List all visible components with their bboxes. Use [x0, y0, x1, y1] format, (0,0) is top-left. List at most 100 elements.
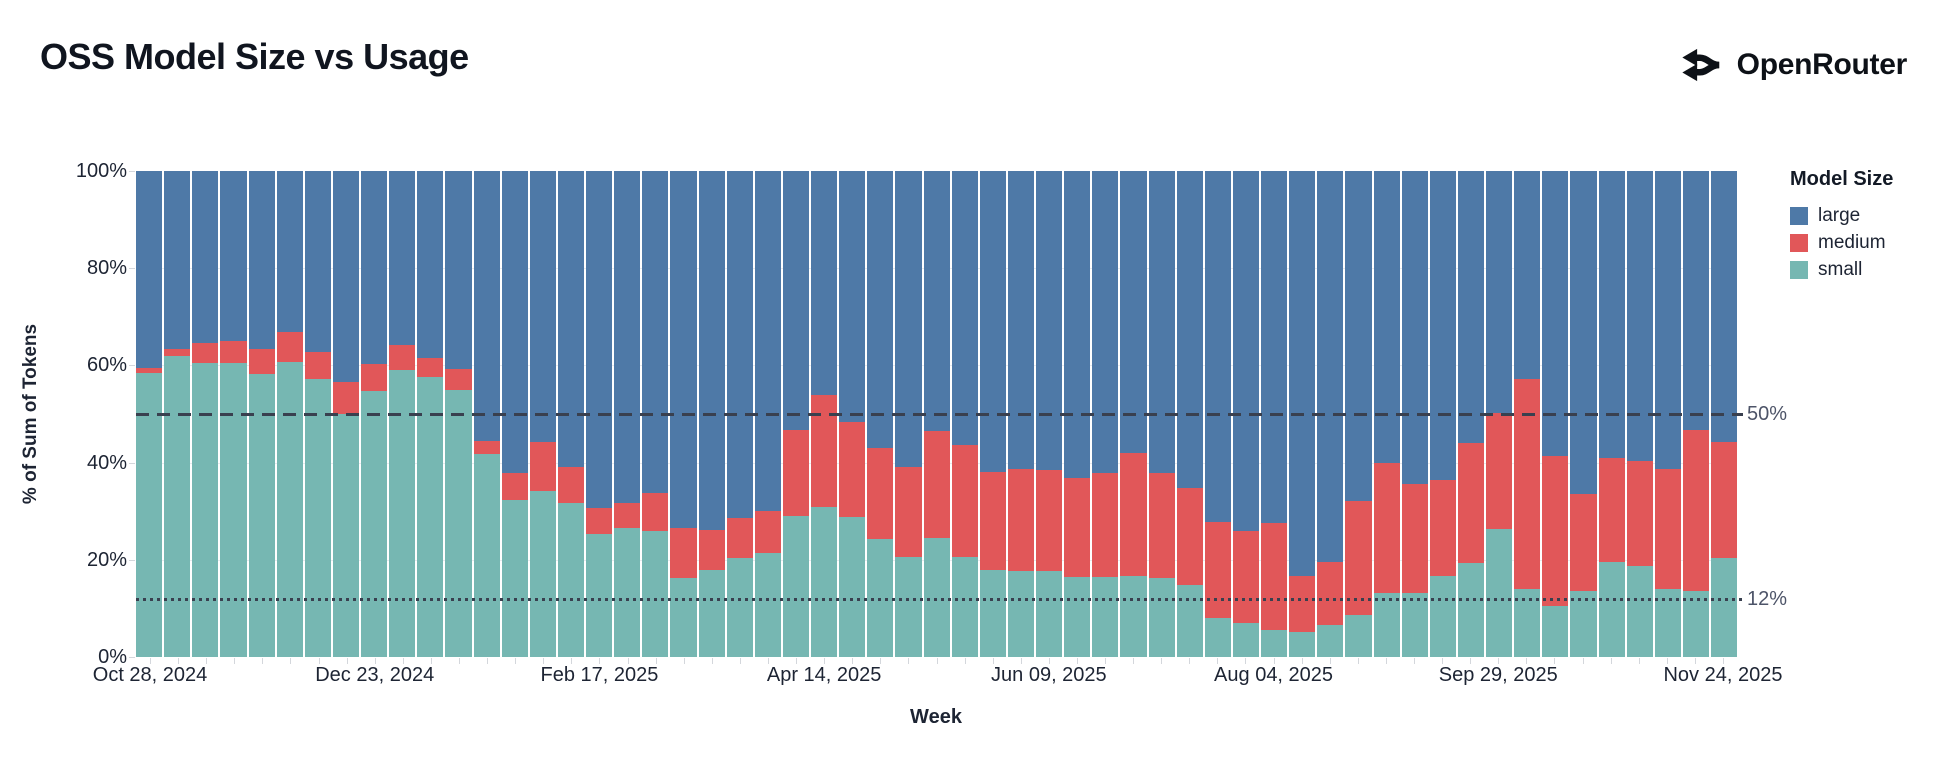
bar[interactable] — [1036, 171, 1063, 657]
bar-segment-small[interactable] — [1598, 561, 1625, 657]
bar-segment-medium[interactable] — [332, 381, 359, 415]
bar[interactable] — [951, 171, 978, 657]
bar[interactable] — [1120, 171, 1147, 657]
bar-segment-large[interactable] — [614, 171, 641, 504]
bar[interactable] — [1148, 171, 1175, 657]
bar-segment-medium[interactable] — [867, 447, 894, 540]
bar-segment-medium[interactable] — [782, 429, 809, 517]
bar-segment-medium[interactable] — [670, 528, 697, 578]
bar-segment-small[interactable] — [417, 376, 444, 657]
bar-segment-medium[interactable] — [726, 518, 753, 558]
bar[interactable] — [1514, 171, 1541, 657]
bar-segment-small[interactable] — [670, 577, 697, 657]
bar-segment-large[interactable] — [726, 171, 753, 519]
bar-segment-large[interactable] — [1064, 171, 1091, 479]
bar[interactable] — [136, 171, 163, 657]
bar-segment-medium[interactable] — [1542, 455, 1569, 607]
bar-segment-small[interactable] — [1261, 629, 1288, 657]
bar[interactable] — [1204, 171, 1231, 657]
bar-segment-small[interactable] — [698, 569, 725, 657]
bar-segment-small[interactable] — [1711, 558, 1738, 657]
bar-segment-medium[interactable] — [754, 510, 781, 554]
bar-segment-medium[interactable] — [192, 342, 219, 363]
bar-segment-medium[interactable] — [614, 503, 641, 529]
bar-segment-large[interactable] — [698, 171, 725, 531]
bar-segment-small[interactable] — [1204, 618, 1231, 657]
bar-segment-small[interactable] — [192, 362, 219, 657]
bar-segment-medium[interactable] — [1317, 561, 1344, 625]
bar-segment-large[interactable] — [895, 171, 922, 468]
bar-segment-large[interactable] — [1204, 171, 1231, 522]
bar-segment-small[interactable] — [1345, 615, 1372, 657]
bar-segment-large[interactable] — [501, 171, 528, 474]
bar[interactable] — [417, 171, 444, 657]
bar-segment-medium[interactable] — [248, 349, 275, 375]
bar-segment-large[interactable] — [1373, 171, 1400, 463]
bar-segment-large[interactable] — [754, 171, 781, 511]
bar-segment-medium[interactable] — [1401, 484, 1428, 593]
bar-segment-medium[interactable] — [1176, 488, 1203, 586]
bar-segment-large[interactable] — [1176, 171, 1203, 489]
bar[interactable] — [389, 171, 416, 657]
bar-segment-medium[interactable] — [220, 341, 247, 363]
bar-segment-large[interactable] — [923, 171, 950, 431]
bar-segment-small[interactable] — [1401, 592, 1428, 657]
bar-segment-medium[interactable] — [1232, 530, 1259, 623]
bar-segment-large[interactable] — [782, 171, 809, 430]
bar-segment-large[interactable] — [1261, 171, 1288, 523]
bar-segment-small[interactable] — [1373, 593, 1400, 657]
bar[interactable] — [586, 171, 613, 657]
bar[interactable] — [1654, 171, 1681, 657]
bar-segment-small[interactable] — [1007, 571, 1034, 657]
bar-segment-small[interactable] — [1570, 591, 1597, 657]
bar-segment-small[interactable] — [445, 390, 472, 657]
bar-segment-medium[interactable] — [557, 467, 584, 504]
bar-segment-small[interactable] — [1626, 565, 1653, 657]
bar-segment-medium[interactable] — [501, 473, 528, 500]
bar-segment-large[interactable] — [1542, 171, 1569, 456]
bar[interactable] — [1092, 171, 1119, 657]
bar-segment-small[interactable] — [1486, 529, 1513, 657]
bar[interactable] — [642, 171, 669, 657]
bar-segment-medium[interactable] — [923, 430, 950, 539]
bar-segment-medium[interactable] — [1092, 472, 1119, 577]
bar-segment-medium[interactable] — [1429, 480, 1456, 576]
bar[interactable] — [361, 171, 388, 657]
bar-segment-large[interactable] — [529, 171, 556, 442]
bar[interactable] — [445, 171, 472, 657]
bar-segment-large[interactable] — [1654, 171, 1681, 470]
bar-segment-large[interactable] — [1007, 171, 1034, 470]
bar-segment-small[interactable] — [1232, 622, 1259, 657]
bar[interactable] — [473, 171, 500, 657]
bar-segment-large[interactable] — [586, 171, 613, 509]
bar-segment-large[interactable] — [332, 171, 359, 382]
bar-segment-medium[interactable] — [529, 441, 556, 491]
bar-segment-large[interactable] — [951, 171, 978, 446]
bar-segment-large[interactable] — [1486, 171, 1513, 413]
bar-segment-medium[interactable] — [698, 530, 725, 570]
bar-segment-small[interactable] — [839, 516, 866, 657]
bar-segment-small[interactable] — [979, 569, 1006, 657]
bar-segment-medium[interactable] — [1289, 575, 1316, 632]
bar-segment-medium[interactable] — [136, 367, 163, 373]
bar[interactable] — [1570, 171, 1597, 657]
bar-segment-small[interactable] — [1682, 590, 1709, 657]
bar-segment-small[interactable] — [726, 557, 753, 657]
bar-segment-medium[interactable] — [1457, 443, 1484, 563]
bar-segment-medium[interactable] — [1570, 494, 1597, 592]
bar[interactable] — [1176, 171, 1203, 657]
bar-segment-medium[interactable] — [473, 441, 500, 454]
bar[interactable] — [304, 171, 331, 657]
bar[interactable] — [1345, 171, 1372, 657]
bar[interactable] — [1626, 171, 1653, 657]
bar-segment-large[interactable] — [445, 171, 472, 370]
bar[interactable] — [276, 171, 303, 657]
bar-segment-large[interactable] — [557, 171, 584, 468]
bar[interactable] — [1289, 171, 1316, 657]
bar-segment-large[interactable] — [642, 171, 669, 493]
bar-segment-small[interactable] — [1514, 589, 1541, 657]
bar-segment-medium[interactable] — [445, 369, 472, 391]
bar-segment-large[interactable] — [867, 171, 894, 448]
bar-segment-small[interactable] — [1176, 585, 1203, 657]
bar-segment-large[interactable] — [248, 171, 275, 350]
